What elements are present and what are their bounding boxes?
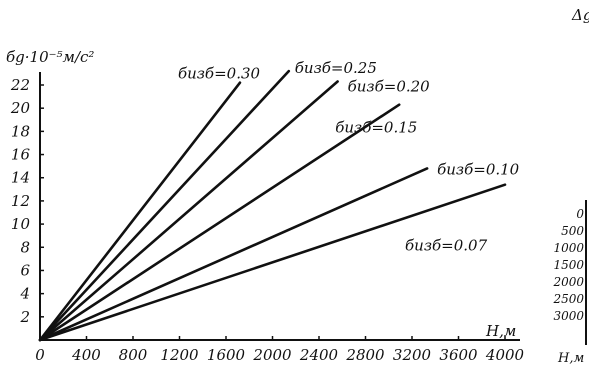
series-label: бизб=0.30 bbox=[178, 65, 261, 83]
x-tick-label: 3600 bbox=[439, 346, 478, 364]
side-panel-title: Δg bbox=[571, 6, 589, 24]
series-label: бизб=0.25 bbox=[295, 59, 377, 77]
y-ticks: 2 4 6 8 10 12 14 16 18 20 22 bbox=[10, 76, 44, 326]
side-tick-label: 2500 bbox=[552, 292, 584, 306]
x-tick-label: 2400 bbox=[299, 346, 339, 364]
x-tick-label: 1600 bbox=[207, 346, 246, 364]
series-label: бизб=0.20 bbox=[348, 78, 431, 96]
x-tick-label: 3200 bbox=[393, 346, 432, 364]
y-tick-label: 4 bbox=[19, 285, 30, 303]
side-ticks: 0 500 1000 1500 2000 2500 3000 bbox=[552, 207, 584, 323]
x-ticks: 0 400 800 1200 1600 2000 2400 2800 3200 3600 4000 bbox=[35, 336, 525, 364]
side-tick-label: 1000 bbox=[553, 241, 584, 255]
x-tick-label: 4000 bbox=[485, 346, 525, 364]
side-tick-label: 1500 bbox=[553, 258, 584, 272]
y-tick-label: 16 bbox=[11, 146, 31, 164]
series-line bbox=[38, 69, 291, 342]
y-tick-label: 14 bbox=[11, 169, 30, 187]
axes bbox=[39, 72, 520, 341]
series-label: бизб=0.15 bbox=[335, 119, 417, 137]
series-line bbox=[38, 81, 242, 342]
side-panel: Δg 0 500 1000 1500 2000 2500 3000 Н,м bbox=[552, 6, 589, 366]
side-tick-label: 3000 bbox=[553, 309, 584, 323]
y-tick-label: 20 bbox=[10, 99, 31, 117]
y-tick-label: 6 bbox=[20, 261, 30, 279]
series-label: бизб=0.10 bbox=[437, 160, 520, 178]
series-line bbox=[38, 80, 339, 342]
y-tick-label: 2 bbox=[19, 308, 30, 326]
x-tick-label: 800 bbox=[119, 346, 148, 364]
series-lines bbox=[38, 69, 507, 342]
x-tick-label: 1200 bbox=[160, 346, 199, 364]
x-tick-label: 2800 bbox=[345, 346, 385, 364]
x-tick-label: 2000 bbox=[252, 346, 292, 364]
y-tick-label: 12 bbox=[11, 192, 30, 210]
y-tick-label: 10 bbox=[11, 215, 31, 233]
x-axis-label: Н,м bbox=[485, 322, 516, 340]
y-tick-label: 8 bbox=[20, 238, 30, 256]
series-line bbox=[38, 103, 401, 342]
series-line bbox=[38, 167, 429, 342]
y-tick-label: 18 bbox=[11, 122, 30, 140]
side-tick-label: 500 bbox=[561, 224, 584, 238]
y-tick-label: 22 bbox=[10, 76, 30, 94]
y-axis-label: бg·10⁻⁵м/с² bbox=[6, 48, 94, 66]
side-tick-label: 0 bbox=[576, 207, 584, 221]
side-axis-label: Н,м bbox=[557, 351, 584, 366]
x-tick-label: 400 bbox=[71, 346, 101, 364]
series-line bbox=[38, 183, 507, 342]
side-tick-label: 2000 bbox=[552, 275, 584, 289]
series-label: бизб=0.07 bbox=[405, 237, 488, 255]
x-tick-label: 0 bbox=[35, 346, 45, 364]
